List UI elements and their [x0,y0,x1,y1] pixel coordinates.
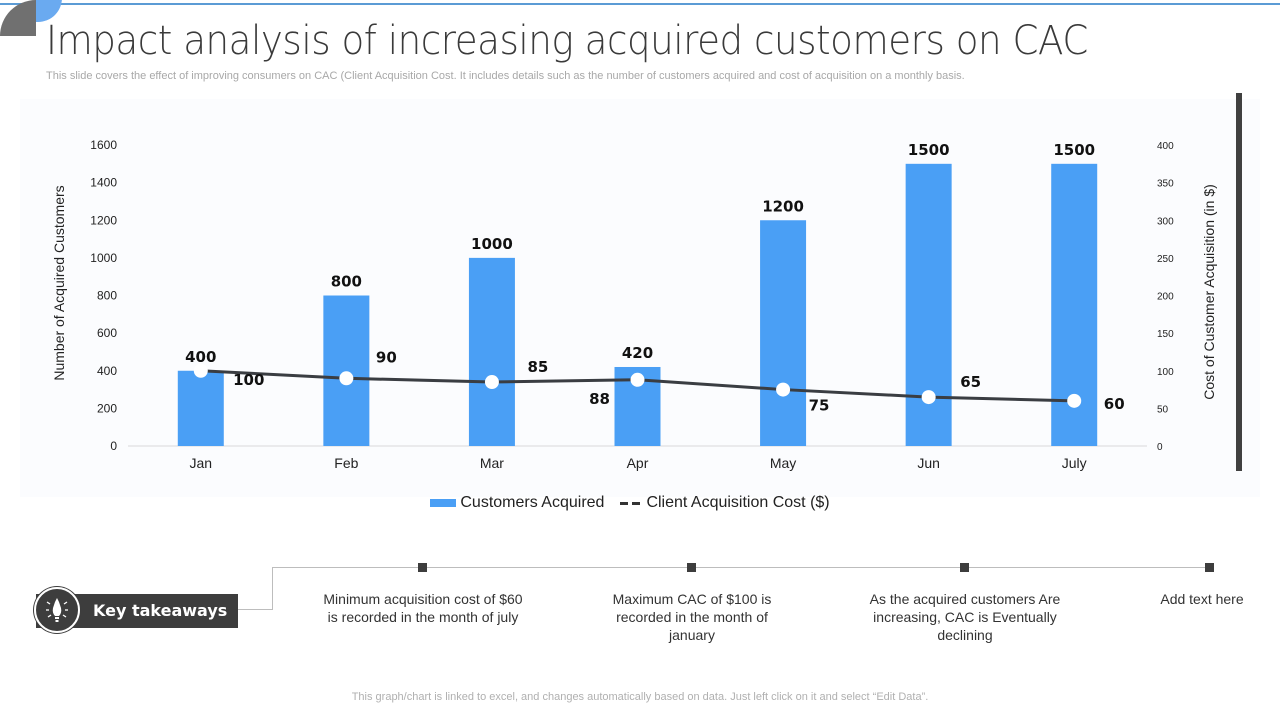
page-subtitle: This slide covers the effect of improvin… [46,70,965,82]
chart-legend: Customers Acquired Client Acquisition Co… [0,494,1260,512]
legend-swatch-line [620,501,644,505]
combo-chart[interactable]: 0 200 400 600 800 1000 1200 1400 1600 0 50 100 150 2… [0,0,1280,500]
takeaway-item-1: Minimum acquisition cost of $60 is recor… [323,591,523,625]
cac-point-may[interactable] [776,382,791,397]
bar-may[interactable] [760,220,807,446]
lightbulb-icon [46,598,68,622]
cac-points [193,363,1082,408]
takeaway-marker-3 [960,563,969,572]
cac-data-labels: 100 90 85 88 75 65 60 [233,348,1125,414]
cac-point-feb[interactable] [339,371,354,386]
takeaway-marker-1 [418,563,427,572]
cac-point-jun[interactable] [921,390,936,405]
x-axis-ticks: Jan Feb Mar Apr May Jun July [189,455,1086,471]
y-left-tick-label: 1400 [90,176,117,190]
cac-value-label: 88 [589,390,610,408]
cac-value-label: 75 [809,397,830,415]
x-tick-label: Apr [627,455,649,471]
cac-value-label: 60 [1104,395,1125,413]
bar-value-label: 800 [331,273,362,291]
y-right-tick-label: 50 [1157,404,1169,415]
takeaway-connector-vertical [272,567,273,610]
y-left-tick-label: 800 [97,289,117,303]
y-axis-right-title: Cost of Customer Acquisition (in $) [1201,184,1217,400]
x-tick-label: Jan [189,455,212,471]
y-axis-left-title: Number of Acquired Customers [51,185,67,380]
key-takeaways-icon-circle [34,587,80,633]
y-left-tick-label: 1200 [90,213,117,227]
x-tick-label: May [770,455,796,471]
bar-value-label: 1000 [471,235,513,253]
y-left-tick-label: 1000 [90,251,117,265]
bar-series [177,163,1098,447]
cac-point-apr[interactable] [630,372,645,387]
takeaway-connector-horizontal [238,609,273,610]
takeaway-item-4: Add text here [1160,591,1244,607]
side-accent-bar [1236,93,1242,471]
y-axis-left-ticks: 0 200 400 600 800 1000 1200 1400 1600 [90,138,117,453]
y-left-tick-label: 400 [97,364,117,378]
legend-swatch-bar [430,499,457,507]
y-left-tick-label: 600 [97,326,117,340]
cac-value-label: 90 [376,348,397,366]
cac-value-label: 85 [527,358,548,376]
bar-mar[interactable] [468,257,515,446]
legend-label-cac: Client Acquisition Cost ($) [646,494,830,511]
x-tick-label: Feb [334,455,358,471]
bar-feb[interactable] [323,295,370,447]
y-right-tick-label: 350 [1157,179,1174,190]
cac-point-july[interactable] [1067,393,1082,408]
y-left-tick-label: 200 [97,401,117,415]
bar-value-label: 1500 [1053,141,1095,159]
bar-value-label: 1200 [762,197,804,215]
takeaway-item-3: As the acquired customers Are increasing… [869,591,1061,643]
y-right-tick-label: 150 [1157,329,1174,340]
y-axis-right-ticks: 0 50 100 150 200 250 300 350 400 [1157,141,1174,453]
takeaway-item-2: Maximum CAC of $100 is recorded in the m… [612,591,772,643]
takeaway-timeline [272,567,1212,568]
bar-value-label: 1500 [908,141,950,159]
cac-point-jan[interactable] [193,363,208,378]
takeaway-marker-4 [1205,563,1214,572]
page-title: Impact analysis of increasing acquired c… [46,18,1088,64]
takeaway-marker-2 [687,563,696,572]
y-right-tick-label: 200 [1157,292,1174,303]
bar-value-label: 420 [622,344,653,362]
legend-label-customers: Customers Acquired [460,494,605,511]
y-right-tick-label: 400 [1157,141,1174,152]
y-right-tick-label: 300 [1157,216,1174,227]
y-right-tick-label: 100 [1157,367,1174,378]
x-tick-label: July [1062,455,1087,471]
y-left-tick-label: 0 [110,439,117,453]
header-accent-line [0,3,1280,5]
bar-data-labels: 400 800 1000 420 1200 1500 1500 [185,141,1095,366]
bar-jan[interactable] [177,370,224,446]
x-tick-label: Mar [480,455,504,471]
cac-value-label: 65 [960,373,981,391]
cac-point-mar[interactable] [484,375,499,390]
cac-value-label: 100 [233,371,264,389]
footer-note: This graph/chart is linked to excel, and… [351,691,929,703]
y-left-tick-label: 1600 [90,138,117,152]
legend-item-cac[interactable]: Client Acquisition Cost ($) [620,494,830,512]
y-right-tick-label: 250 [1157,254,1174,265]
key-takeaways-label: Key takeaways [93,601,228,620]
y-right-tick-label: 0 [1157,442,1163,453]
x-tick-label: Jun [917,455,940,471]
legend-item-customers[interactable]: Customers Acquired [430,494,604,512]
bar-value-label: 400 [185,348,216,366]
